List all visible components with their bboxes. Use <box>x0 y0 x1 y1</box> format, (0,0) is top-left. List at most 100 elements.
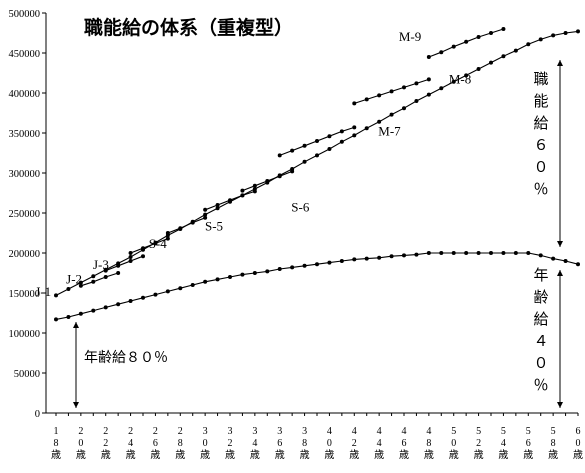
data-point-total_upper <box>526 42 531 47</box>
data-point-age_pay <box>451 251 456 255</box>
series-label-j-2: J-2 <box>66 271 82 286</box>
y-tick-label: 150000 <box>9 289 41 300</box>
y-tick-label: 200000 <box>9 249 41 260</box>
data-point-s-5 <box>228 198 232 203</box>
data-point-s-6 <box>290 169 295 174</box>
y-tick-label: 300000 <box>9 169 41 180</box>
data-point-j-3 <box>153 241 158 246</box>
data-point-m-7 <box>315 139 319 143</box>
data-point-s-5 <box>215 203 220 207</box>
chart-title: 職能給の体系（重複型） <box>84 16 293 39</box>
data-point-total_upper <box>426 92 431 97</box>
data-point-age_pay <box>315 262 319 267</box>
data-point-s-5 <box>203 207 208 212</box>
data-point-age_pay <box>141 295 145 300</box>
series-label-s-5: S-5 <box>205 219 223 234</box>
data-point-age_pay <box>464 251 469 255</box>
series-line-j-1 <box>80 272 119 287</box>
data-point-total_upper <box>215 206 220 211</box>
data-point-j-1 <box>116 271 121 275</box>
y-tick-label: 400000 <box>9 89 41 100</box>
data-point-s-4 <box>178 226 183 231</box>
data-point-total_upper <box>563 31 568 35</box>
data-point-m-9 <box>501 27 506 31</box>
data-point-j-3 <box>128 251 133 255</box>
data-point-age_pay <box>265 269 270 274</box>
data-point-s-4 <box>190 220 195 225</box>
y-tick-label: 0 <box>35 409 40 420</box>
data-point-m-9 <box>439 50 444 55</box>
data-point-s-6 <box>240 188 245 193</box>
data-point-age_pay <box>190 283 195 287</box>
series-label-j-3: J-3 <box>93 257 109 272</box>
data-point-age_pay <box>178 286 183 291</box>
data-point-age_pay <box>215 277 220 282</box>
series-label-s-6: S-6 <box>291 199 310 214</box>
data-point-age_pay <box>339 259 344 263</box>
data-point-m-8 <box>364 97 369 102</box>
data-point-age_pay <box>489 251 493 255</box>
data-point-age_pay <box>103 305 108 310</box>
data-point-age_pay <box>576 262 580 267</box>
data-point-total_upper <box>377 119 382 124</box>
data-point-total_upper <box>327 147 332 151</box>
series-layer <box>54 27 580 322</box>
arrow-age-pay-right-head-down <box>557 402 563 408</box>
data-point-age_pay <box>91 308 96 313</box>
data-point-age_pay <box>165 289 170 294</box>
data-point-total_upper <box>78 280 83 285</box>
data-point-age_pay <box>153 292 158 297</box>
data-point-total_upper <box>576 29 580 34</box>
data-point-age_pay <box>128 299 133 303</box>
data-point-age_pay <box>476 251 481 255</box>
data-point-s-4 <box>165 231 170 235</box>
series-line-j-3 <box>130 238 169 254</box>
data-point-age_pay <box>426 251 431 255</box>
series-line-s-4 <box>167 217 206 234</box>
series-label-m-7: M-7 <box>378 123 401 138</box>
data-point-age_pay <box>302 263 307 268</box>
arrow-age-pay-right-head-up <box>557 270 563 276</box>
data-point-age_pay <box>252 271 257 275</box>
data-point-j-2 <box>103 268 108 273</box>
data-point-total_upper <box>513 48 518 53</box>
data-point-age_pay <box>240 272 245 277</box>
series-label-j-1: J-1 <box>35 284 51 299</box>
data-point-age_pay <box>538 253 543 258</box>
data-point-age_pay <box>352 257 357 262</box>
data-point-total_upper <box>128 255 133 259</box>
data-point-total_upper <box>551 33 556 38</box>
data-point-total_upper <box>54 293 58 298</box>
data-point-m-9 <box>451 44 456 49</box>
data-point-age_pay <box>116 302 121 307</box>
data-point-total_upper <box>352 133 357 138</box>
data-point-total_upper <box>203 212 208 217</box>
data-point-age_pay <box>414 252 419 257</box>
data-point-m-9 <box>476 35 481 39</box>
label-age-pay-40: 年齢給４０％ <box>533 267 548 394</box>
series-label-m-9: M-9 <box>399 29 421 44</box>
data-point-j-1 <box>91 279 96 284</box>
data-point-m-7 <box>327 134 332 139</box>
arrow-job-pay-head-up <box>557 60 563 66</box>
data-point-age_pay <box>78 311 83 316</box>
data-point-age_pay <box>526 251 531 255</box>
data-point-total_upper <box>402 106 406 111</box>
data-point-age_pay <box>501 251 506 255</box>
annotations: 職能給６０％ 年齢給４０％ 年齢給８０％ <box>73 60 563 408</box>
series-label-m-8: M-8 <box>449 71 471 86</box>
data-point-age_pay <box>327 260 332 265</box>
